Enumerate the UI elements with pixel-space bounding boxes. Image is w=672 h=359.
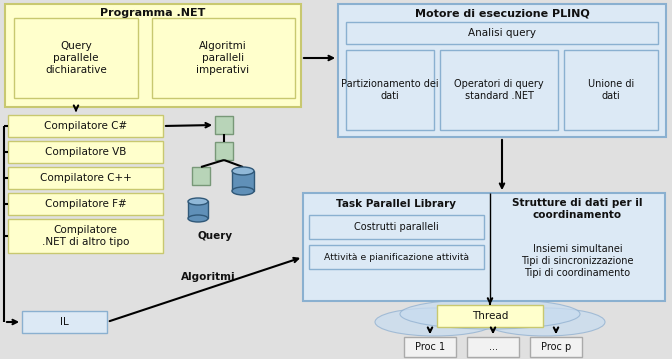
Text: Programma .NET: Programma .NET [100, 8, 206, 18]
Ellipse shape [232, 187, 254, 195]
Ellipse shape [188, 215, 208, 222]
Text: Compilatore F#: Compilatore F# [44, 199, 126, 209]
Bar [8, 167, 163, 189]
Bar [8, 141, 163, 163]
Text: Attività e pianificazione attività: Attività e pianificazione attività [324, 252, 469, 261]
Bar [346, 50, 434, 130]
Bar [404, 337, 456, 357]
Bar [530, 337, 582, 357]
Text: Thread: Thread [472, 311, 508, 321]
Bar [232, 171, 254, 191]
Text: Costrutti paralleli: Costrutti paralleli [354, 222, 439, 232]
Text: Proc p: Proc p [541, 342, 571, 352]
Bar [309, 215, 484, 239]
Bar [564, 50, 658, 130]
Bar [467, 337, 519, 357]
Ellipse shape [485, 308, 605, 336]
Text: Operatori di query
standard .NET: Operatori di query standard .NET [454, 79, 544, 101]
Bar [440, 50, 558, 130]
Text: Task Parallel Library: Task Parallel Library [337, 199, 456, 209]
Text: Strutture di dati per il
coordinamento: Strutture di dati per il coordinamento [512, 198, 642, 220]
Text: Unione di
dati: Unione di dati [588, 79, 634, 101]
Text: Compilatore
.NET di altro tipo: Compilatore .NET di altro tipo [42, 225, 129, 247]
Bar [8, 115, 163, 137]
Text: Compilatore C#: Compilatore C# [44, 121, 127, 131]
Ellipse shape [232, 167, 254, 175]
Text: Insiemi simultanei
Tipi di sincronizzazione
Tipi di coordinamento: Insiemi simultanei Tipi di sincronizzazi… [521, 244, 634, 278]
Bar [437, 305, 543, 327]
Bar [152, 18, 295, 98]
Bar [192, 167, 210, 185]
Text: Algoritmi: Algoritmi [181, 272, 235, 282]
Bar [22, 311, 107, 333]
Ellipse shape [375, 308, 495, 336]
Text: Algoritmi
paralleli
imperativi: Algoritmi paralleli imperativi [196, 41, 249, 75]
Text: Query: Query [198, 231, 233, 241]
Bar [303, 193, 665, 301]
Ellipse shape [400, 299, 580, 329]
Text: ...: ... [489, 342, 497, 352]
Bar [14, 18, 138, 98]
Bar [338, 4, 666, 137]
Text: Motore di esecuzione PLINQ: Motore di esecuzione PLINQ [415, 8, 589, 18]
Text: Compilatore VB: Compilatore VB [45, 147, 126, 157]
Bar [215, 142, 233, 160]
Text: Analisi query: Analisi query [468, 28, 536, 38]
Text: Proc 1: Proc 1 [415, 342, 445, 352]
Ellipse shape [188, 198, 208, 205]
Text: Compilatore C++: Compilatore C++ [40, 173, 131, 183]
Bar [215, 116, 233, 134]
Text: Partizionamento dei
dati: Partizionamento dei dati [341, 79, 439, 101]
Bar [188, 201, 208, 218]
Bar [346, 22, 658, 44]
Bar [309, 245, 484, 269]
Bar [5, 4, 301, 107]
Text: Query
parallele
dichiarative: Query parallele dichiarative [45, 41, 107, 75]
Bar [8, 219, 163, 253]
Bar [8, 193, 163, 215]
Text: IL: IL [60, 317, 69, 327]
